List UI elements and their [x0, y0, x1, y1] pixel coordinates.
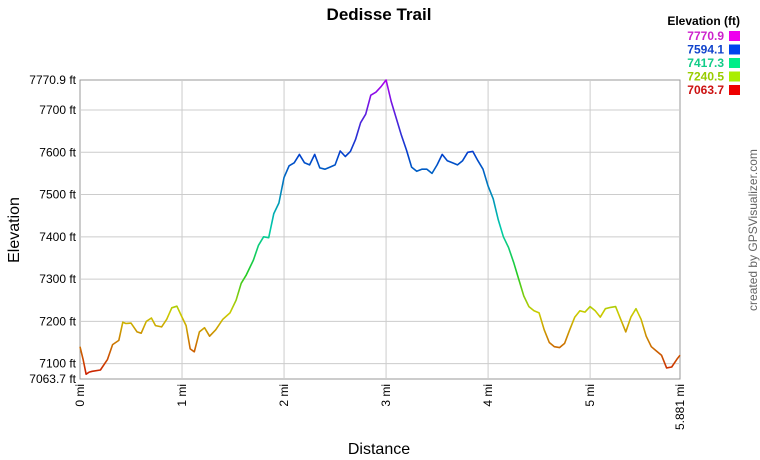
legend-value: 7417.3: [687, 56, 724, 70]
y-tick-label: 7300 ft: [39, 272, 76, 286]
x-axis-label: Distance: [348, 441, 410, 458]
x-tick-label: 4 mi: [481, 384, 495, 407]
legend-swatch: [729, 58, 740, 68]
legend-swatch: [729, 44, 740, 55]
x-tick-label: 5.881 mi: [673, 384, 687, 430]
elevation-profile-line: [79, 79, 681, 376]
x-tick-label: 3 mi: [379, 384, 393, 407]
x-tick-label: 1 mi: [175, 384, 189, 407]
plot-area: [79, 79, 681, 380]
y-axis-label: Elevation: [6, 197, 23, 263]
y-tick-label: 7400 ft: [39, 230, 76, 244]
legend-value: 7770.9: [687, 29, 724, 43]
grid-lines: [80, 80, 680, 379]
x-tick-label: 2 mi: [277, 384, 291, 407]
y-tick-label: 7063.7 ft: [29, 372, 76, 386]
chart-title: Dedisse Trail: [327, 5, 432, 24]
legend-title: Elevation (ft): [667, 14, 740, 28]
x-tick-labels: 0 mi 1 mi 2 mi 3 mi 4 mi 5 mi 5.881 mi: [73, 384, 687, 430]
x-tick-label: 0 mi: [73, 384, 87, 407]
legend-value: 7594.1: [687, 43, 724, 57]
y-tick-label: 7700 ft: [39, 103, 76, 117]
y-tick-label: 7200 ft: [39, 314, 76, 328]
series-layer: [79, 79, 681, 376]
legend-value: 7240.5: [687, 70, 724, 84]
y-tick-label: 7500 ft: [39, 188, 76, 202]
legend-swatch: [729, 31, 740, 41]
elevation-legend: Elevation (ft) 7770.97594.17417.37240.57…: [667, 14, 740, 97]
y-tick-label: 7600 ft: [39, 145, 76, 159]
credit-text: created by GPSVisualizer.com: [746, 149, 760, 311]
x-tick-label: 5 mi: [583, 384, 597, 407]
legend-value: 7063.7: [687, 83, 724, 97]
y-tick-label: 7100 ft: [39, 357, 76, 371]
legend-swatch: [729, 85, 740, 95]
y-tick-label: 7770.9 ft: [29, 73, 76, 87]
legend-swatch: [729, 71, 740, 82]
